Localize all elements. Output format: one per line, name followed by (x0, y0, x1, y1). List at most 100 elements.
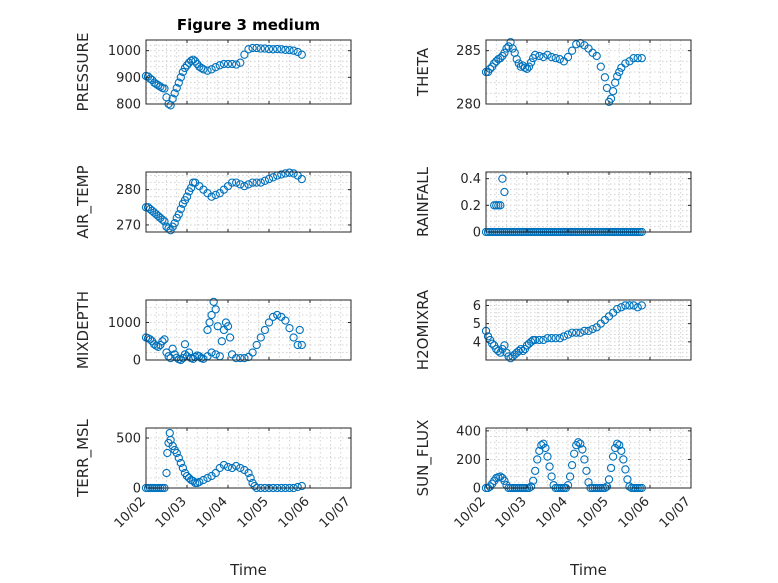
data-point (613, 304, 622, 314)
data-point (248, 178, 257, 187)
subplot-rainfall: 0 0.2 0.4 RAINFALL (414, 166, 692, 241)
data-point (531, 335, 540, 345)
y-tick-label: 800 (116, 98, 141, 113)
data-point (152, 341, 161, 350)
data-point (281, 45, 290, 55)
data-point (209, 297, 218, 307)
data-point (293, 47, 302, 57)
y-tick-label: 0.4 (460, 172, 481, 187)
subplot-air-temp: 270 280 AIR_TEMP (74, 165, 352, 239)
data-point (625, 301, 634, 310)
data-point (584, 478, 593, 487)
data-point (174, 210, 183, 219)
data-point (289, 169, 298, 178)
data-point (592, 51, 601, 61)
data-point (232, 178, 241, 187)
data-point (516, 344, 525, 354)
data-point (203, 66, 212, 75)
data-point (496, 472, 505, 481)
data-point (615, 440, 624, 450)
y-tick-label: 4 (473, 335, 481, 350)
subplot-pressure: 800 900 1000 PRESSURE Figure 3 medium (74, 16, 352, 113)
data-point (260, 44, 270, 53)
axis-box (145, 39, 352, 105)
data-point (268, 312, 278, 322)
axis-box (145, 299, 352, 361)
data-point (547, 334, 556, 343)
data-point (174, 453, 183, 463)
axis-box (485, 299, 692, 361)
data-point (252, 340, 261, 350)
data-point (172, 448, 181, 458)
data-point (637, 301, 646, 310)
data-point (535, 51, 544, 61)
data-point (514, 346, 523, 356)
data-point (223, 59, 233, 69)
data-point (244, 352, 253, 362)
y-axis-label: H2OMIXRA (414, 289, 432, 370)
data-point (268, 45, 278, 54)
data-point (207, 310, 216, 320)
data-point (223, 462, 233, 472)
data-series (481, 37, 646, 107)
axis-box (485, 427, 692, 489)
data-point (617, 446, 626, 456)
y-axis-label: PRESSURE (74, 33, 92, 112)
plot-area (146, 428, 351, 488)
data-point (168, 441, 177, 451)
data-point (236, 353, 245, 363)
data-point (567, 46, 577, 55)
data-point (236, 463, 245, 473)
data-point (199, 475, 208, 485)
data-point (637, 53, 646, 63)
data-point (285, 168, 294, 177)
data-point (211, 305, 220, 314)
data-point (225, 333, 235, 342)
data-point (277, 170, 286, 179)
data-point (232, 461, 241, 471)
data-point (203, 473, 212, 483)
data-point (236, 58, 245, 67)
data-point (535, 335, 544, 345)
data-point (565, 472, 575, 481)
data-point (219, 460, 229, 470)
data-point (297, 50, 306, 59)
data-point (526, 337, 536, 346)
data-point (289, 46, 298, 55)
data-point (533, 455, 542, 464)
data-point (596, 62, 605, 71)
data-point (570, 449, 579, 458)
subplot-mixdepth: 0 1000 MIXDEPTH (74, 291, 352, 369)
y-tick-label: 0 (133, 482, 141, 497)
data-point (518, 346, 528, 356)
data-point (621, 301, 630, 310)
data-point (613, 72, 622, 81)
data-point (580, 326, 589, 336)
data-point (240, 50, 249, 59)
data-point (567, 460, 577, 470)
data-point (621, 59, 630, 68)
data-point (195, 477, 204, 487)
data-point (539, 52, 548, 62)
data-point (207, 348, 216, 357)
data-point (160, 335, 169, 344)
chart-title: Figure 3 medium (177, 16, 320, 34)
data-point (500, 48, 509, 57)
data-point (256, 44, 265, 53)
data-point (277, 45, 286, 54)
data-point (227, 178, 237, 187)
data-point (606, 94, 616, 103)
data-point (559, 332, 569, 341)
data-point (152, 79, 161, 89)
data-point (572, 328, 581, 337)
data-point (211, 350, 220, 359)
data-point (150, 340, 159, 349)
data-point (547, 472, 556, 481)
data-point (180, 340, 190, 349)
data-point (213, 322, 222, 331)
y-axis-label: RAINFALL (414, 166, 432, 237)
data-point (227, 463, 237, 473)
data-point (490, 59, 499, 68)
data-point (256, 333, 265, 342)
data-point (217, 337, 226, 346)
